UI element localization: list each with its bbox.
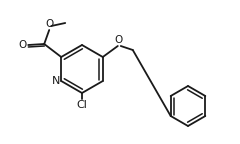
Text: N: N	[52, 76, 60, 86]
Text: O: O	[18, 40, 26, 50]
Text: O: O	[45, 19, 53, 29]
Text: Cl: Cl	[77, 100, 87, 110]
Text: O: O	[115, 35, 123, 45]
